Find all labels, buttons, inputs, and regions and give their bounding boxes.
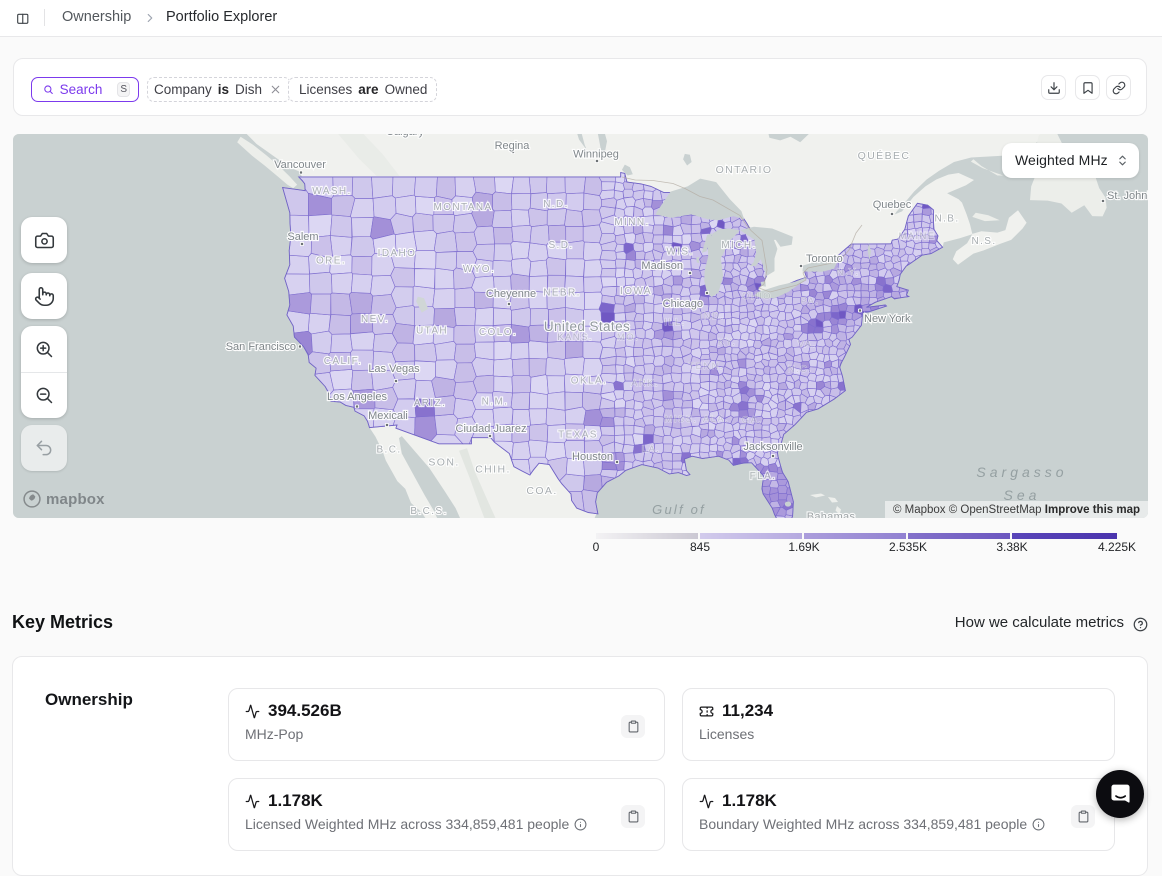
svg-text:Vancouver: Vancouver bbox=[274, 159, 326, 171]
svg-text:WIS.: WIS. bbox=[666, 247, 693, 258]
svg-text:COA.: COA. bbox=[526, 485, 557, 497]
svg-text:Houston: Houston bbox=[572, 451, 613, 463]
svg-text:QUÉBEC: QUÉBEC bbox=[858, 149, 911, 162]
svg-text:CHIH.: CHIH. bbox=[475, 464, 511, 476]
svg-text:S.D.: S.D. bbox=[548, 240, 573, 251]
svg-text:MICH.: MICH. bbox=[721, 240, 756, 251]
svg-text:Salem: Salem bbox=[287, 231, 318, 243]
svg-text:Los Angeles: Los Angeles bbox=[327, 391, 387, 403]
svg-text:St. John's: St. John's bbox=[1107, 190, 1148, 202]
svg-text:SON.: SON. bbox=[428, 457, 459, 469]
svg-text:IOWA: IOWA bbox=[620, 286, 652, 297]
svg-text:FLA.: FLA. bbox=[750, 471, 777, 482]
svg-text:N.S.: N.S. bbox=[971, 236, 996, 247]
svg-text:San Francisco: San Francisco bbox=[226, 341, 296, 353]
svg-text:MAINE: MAINE bbox=[898, 231, 935, 242]
svg-text:KANS.: KANS. bbox=[557, 332, 593, 343]
svg-text:NEBR.: NEBR. bbox=[543, 288, 581, 299]
svg-text:ARIZ.: ARIZ. bbox=[414, 398, 447, 409]
svg-text:GA.: GA. bbox=[742, 415, 763, 426]
svg-text:ALA.: ALA. bbox=[703, 414, 729, 425]
svg-text:Winnipeg: Winnipeg bbox=[573, 149, 619, 161]
svg-text:MO.: MO. bbox=[617, 332, 639, 343]
svg-text:New York: New York bbox=[864, 313, 911, 325]
svg-text:WASH.: WASH. bbox=[312, 186, 351, 197]
svg-text:Bahamas: Bahamas bbox=[807, 511, 856, 518]
svg-text:Mexicali: Mexicali bbox=[368, 410, 408, 422]
svg-text:N.C.: N.C. bbox=[788, 364, 813, 375]
svg-text:Calgary: Calgary bbox=[386, 134, 424, 138]
svg-text:COLO.: COLO. bbox=[479, 327, 517, 338]
svg-text:N.D.: N.D. bbox=[543, 199, 569, 210]
svg-text:Ciudad Juarez: Ciudad Juarez bbox=[456, 423, 527, 435]
svg-text:N.B.: N.B. bbox=[934, 214, 959, 225]
svg-text:United States: United States bbox=[544, 319, 630, 334]
svg-text:Madison: Madison bbox=[641, 260, 683, 272]
svg-text:Gulf of: Gulf of bbox=[652, 502, 706, 517]
svg-text:MONTANA: MONTANA bbox=[433, 202, 492, 213]
svg-text:OHIO: OHIO bbox=[742, 291, 772, 302]
svg-text:Chicago: Chicago bbox=[663, 298, 703, 310]
svg-text:KY.: KY. bbox=[718, 337, 736, 348]
svg-text:MINN.: MINN. bbox=[614, 217, 649, 228]
svg-text:ILL.: ILL. bbox=[664, 317, 685, 328]
svg-text:Las Vegas: Las Vegas bbox=[368, 363, 420, 375]
svg-text:ARK.: ARK. bbox=[631, 378, 659, 389]
svg-text:IDAHO: IDAHO bbox=[378, 248, 417, 259]
svg-text:NEV.: NEV. bbox=[361, 314, 389, 325]
svg-text:Jacksonville: Jacksonville bbox=[743, 441, 802, 453]
svg-text:Quebec: Quebec bbox=[873, 199, 912, 211]
svg-text:TENN.: TENN. bbox=[688, 361, 724, 372]
svg-text:Cheyenne: Cheyenne bbox=[486, 288, 536, 300]
svg-text:Sargasso: Sargasso bbox=[976, 464, 1067, 480]
svg-text:ONTARIO: ONTARIO bbox=[716, 164, 773, 176]
svg-text:VA.: VA. bbox=[798, 339, 817, 350]
svg-text:OKLA.: OKLA. bbox=[571, 376, 607, 387]
svg-text:CALIF.: CALIF. bbox=[324, 356, 362, 367]
svg-text:N.Y.: N.Y. bbox=[837, 267, 860, 278]
svg-text:MISS.: MISS. bbox=[665, 414, 698, 425]
svg-text:Toronto: Toronto bbox=[806, 253, 843, 265]
svg-text:Sea: Sea bbox=[1004, 487, 1041, 503]
svg-text:ORE.: ORE. bbox=[316, 256, 346, 267]
svg-text:LA.: LA. bbox=[642, 444, 660, 455]
svg-text:B.C.S.: B.C.S. bbox=[410, 506, 447, 517]
svg-text:PA.: PA. bbox=[801, 296, 820, 307]
svg-text:B.C.: B.C. bbox=[376, 445, 401, 456]
svg-text:Regina: Regina bbox=[495, 140, 531, 152]
svg-text:N.M.: N.M. bbox=[482, 397, 509, 408]
svg-text:IND.: IND. bbox=[700, 311, 725, 322]
svg-text:TEXAS: TEXAS bbox=[558, 430, 598, 441]
svg-text:WYO.: WYO. bbox=[463, 264, 495, 275]
svg-text:UTAH: UTAH bbox=[416, 326, 448, 337]
